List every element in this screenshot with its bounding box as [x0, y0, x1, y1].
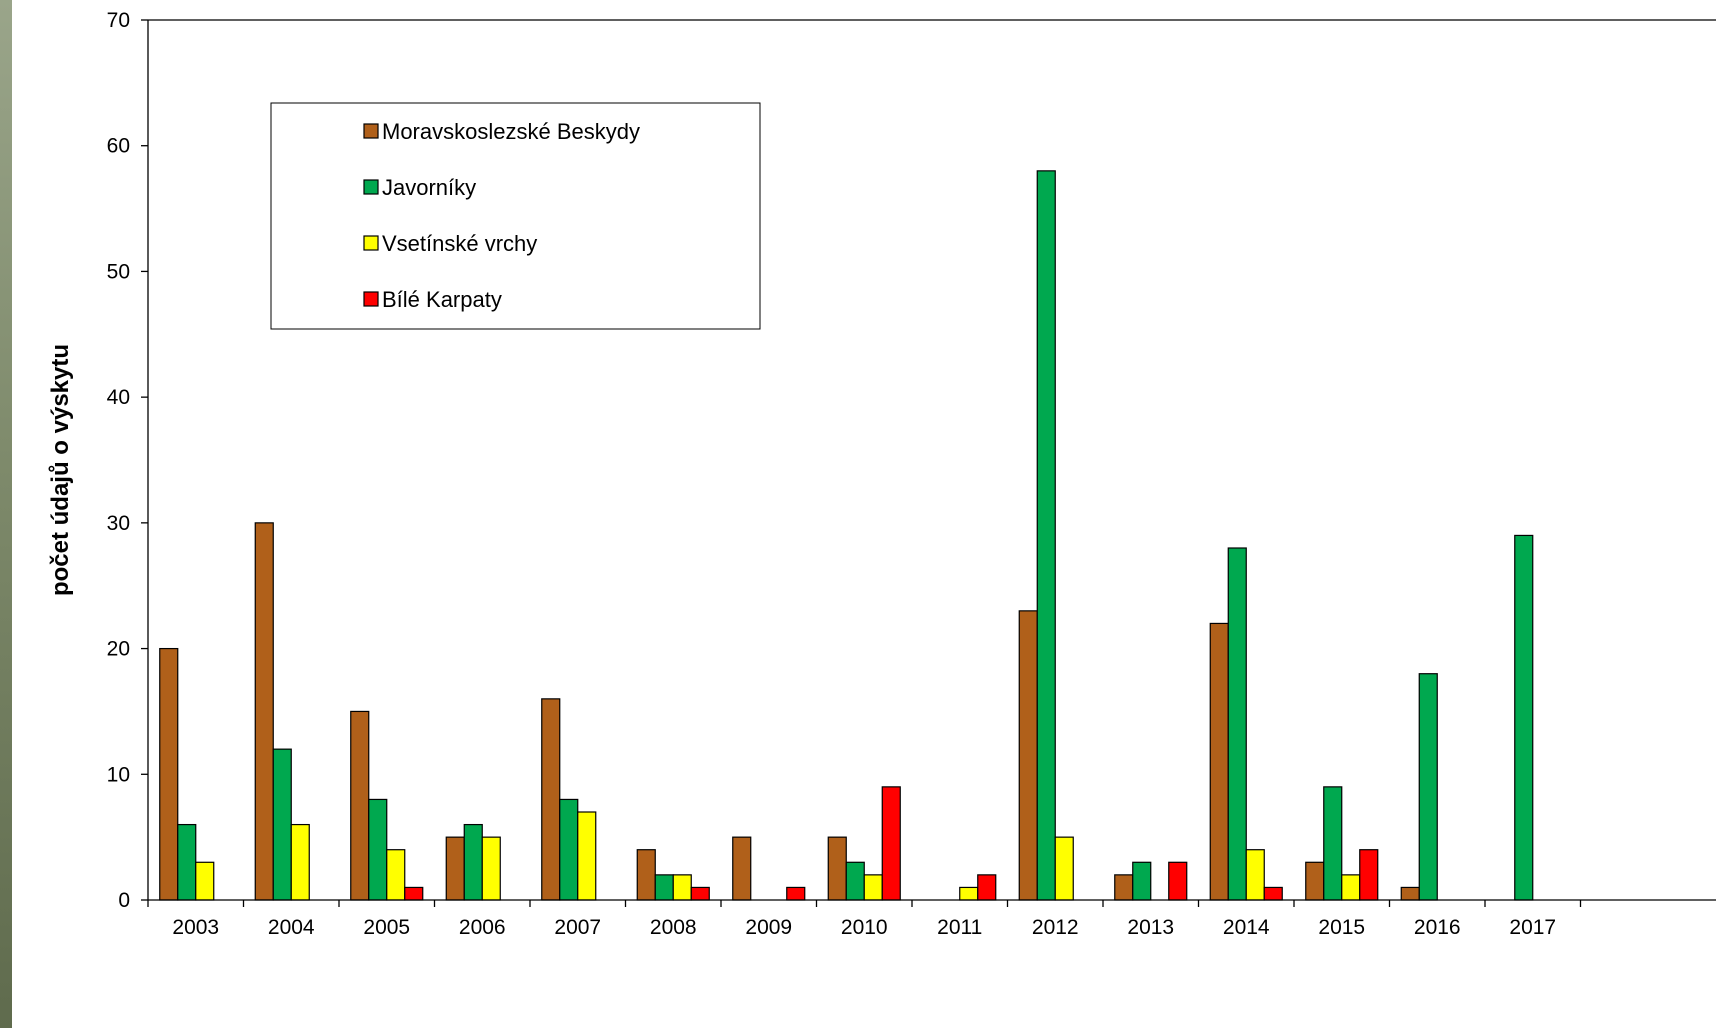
- x-tick-label: 2012: [1032, 916, 1079, 939]
- bar: [463, 823, 483, 901]
- y-tick-label: 50: [107, 260, 130, 283]
- y-tick-label: 40: [107, 386, 130, 409]
- bar: [845, 861, 865, 901]
- bar: [1400, 886, 1420, 901]
- x-tick-label: 2016: [1414, 916, 1461, 939]
- x-tick-label: 2009: [745, 916, 792, 939]
- y-tick-label: 60: [107, 135, 130, 158]
- x-tick-label: 2007: [554, 916, 601, 939]
- bar: [636, 849, 656, 901]
- y-axis-label: počet údajů o výskytu: [47, 344, 74, 596]
- legend-swatch: [363, 291, 379, 307]
- decorative-side-strip: [0, 0, 12, 1028]
- bar: [1018, 610, 1038, 901]
- bars-layer: [159, 170, 1534, 901]
- bar: [481, 836, 501, 901]
- bar: [1514, 534, 1534, 901]
- bar: [290, 823, 310, 901]
- legend-swatch: [363, 179, 379, 195]
- bar: [1305, 861, 1325, 901]
- legend-box: [270, 102, 761, 330]
- legend: Moravskoslezské Beskydy Javorníky Vsetínsk…: [270, 102, 761, 330]
- y-tick-label: 30: [107, 512, 130, 535]
- bar: [177, 823, 197, 901]
- bar: [959, 886, 979, 901]
- bar: [863, 874, 883, 901]
- legend-swatch: [363, 235, 379, 251]
- x-tick-label: 2013: [1127, 916, 1174, 939]
- bar: [1209, 622, 1229, 901]
- x-tick-label: 2017: [1509, 916, 1556, 939]
- bar: [1114, 874, 1134, 901]
- legend-swatch: [363, 123, 379, 139]
- x-tick-label: 2015: [1318, 916, 1365, 939]
- x-tick-label: 2004: [268, 916, 315, 939]
- bar: [1263, 886, 1283, 901]
- bar: [672, 874, 692, 901]
- bar: [690, 886, 710, 901]
- bar: [368, 798, 388, 901]
- bar: [541, 698, 561, 901]
- x-axis-ticks: 2003 2004 2005 2006 2007 2008 2009 2010 2011 2012…: [147, 900, 1582, 939]
- bar: [977, 874, 997, 901]
- y-tick-label: 10: [107, 763, 130, 786]
- bar: [1359, 849, 1379, 901]
- bar: [559, 798, 579, 901]
- bar: [1054, 836, 1074, 901]
- bar: [1341, 874, 1361, 901]
- x-tick-label: 2014: [1223, 916, 1270, 939]
- bar: [1132, 861, 1152, 901]
- bar: [827, 836, 847, 901]
- bar: [732, 836, 752, 901]
- y-tick-label: 0: [118, 889, 130, 912]
- bar: [272, 748, 292, 901]
- bar: [1036, 170, 1056, 901]
- legend-label: Moravskoslezské Beskydy: [382, 119, 640, 144]
- bar: [445, 836, 465, 901]
- x-tick-label: 2008: [650, 916, 697, 939]
- bar: [350, 710, 370, 901]
- legend-label: Bílé Karpaty: [382, 287, 502, 312]
- legend-label: Javorníky: [382, 175, 476, 200]
- x-tick-label: 2010: [841, 916, 888, 939]
- x-tick-label: 2011: [937, 916, 982, 939]
- bar: [195, 861, 215, 901]
- bar: [881, 786, 901, 901]
- y-tick-label: 70: [107, 9, 130, 32]
- bar: [1168, 861, 1188, 901]
- bar: [1418, 673, 1438, 901]
- y-axis-ticks: 0 10 20 30 40 50 60 70: [107, 9, 148, 912]
- y-tick-label: 20: [107, 638, 130, 661]
- bar: [577, 811, 597, 901]
- bar: [1227, 547, 1247, 901]
- x-tick-label: 2005: [363, 916, 410, 939]
- bar: [386, 849, 406, 901]
- bar: [159, 647, 179, 901]
- bar: [404, 886, 424, 901]
- legend-label: Vsetínské vrchy: [382, 231, 537, 256]
- bar: [786, 886, 806, 901]
- x-tick-label: 2006: [459, 916, 506, 939]
- bar: [1323, 786, 1343, 901]
- axes-layer: [147, 19, 1716, 901]
- bar: [654, 874, 674, 901]
- x-tick-label: 2003: [172, 916, 219, 939]
- bar: [1245, 849, 1265, 901]
- bar: [254, 522, 274, 901]
